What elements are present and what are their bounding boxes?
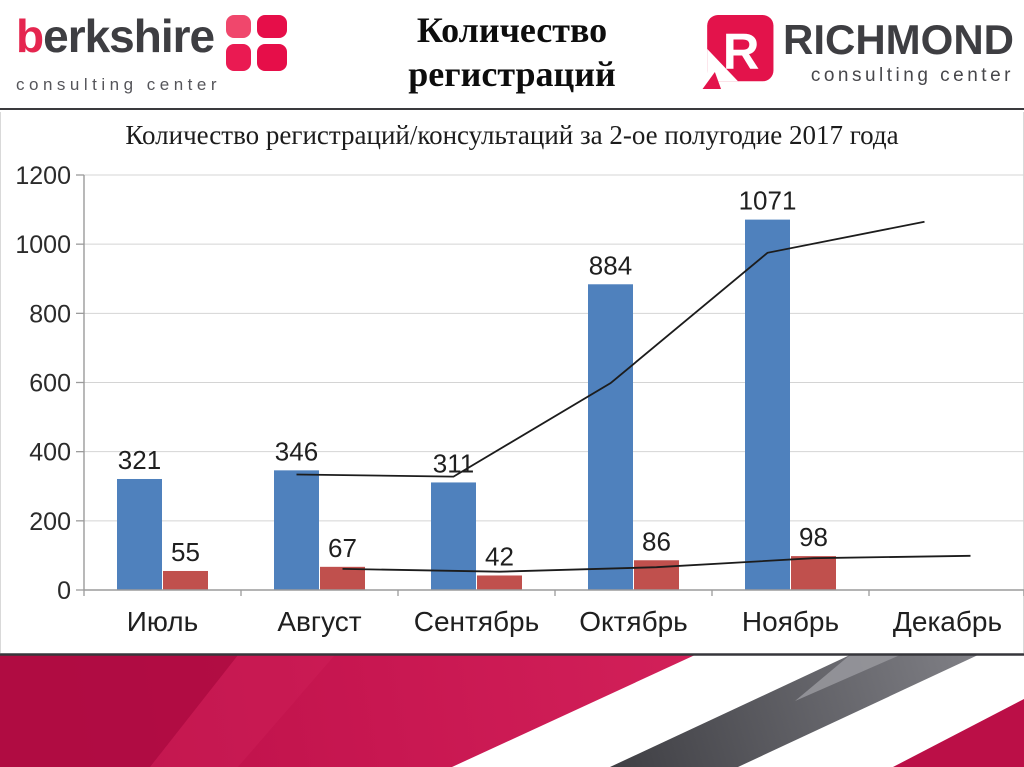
bar-consultations-bars-Июль [163, 570, 208, 590]
y-tick-label: 1000 [15, 231, 71, 259]
bar-label: 311 [433, 448, 474, 478]
footer-decoration [0, 653, 1024, 767]
bar-label: 321 [118, 445, 161, 475]
bars [117, 219, 836, 591]
y-tick-label: 800 [29, 300, 71, 328]
richmond-wordmark: RICHMOND [783, 16, 1014, 63]
bar-registrations-bars-Август [274, 470, 319, 590]
x-axis-labels: Июль Август Сентябрь Октябрь Ноябрь Декабрь [127, 606, 1002, 637]
bar-registrations-bars-Июль [117, 478, 162, 590]
axes [83, 175, 1024, 596]
month-label: Октябрь [579, 606, 688, 637]
y-tick-label: 600 [29, 370, 71, 398]
richmond-logo: R RICHMOND consulting center [701, 8, 1014, 96]
bar-consultations-bars-Ноябрь [791, 556, 836, 590]
chart-title: Количество регистраций/консультаций за 2… [125, 120, 899, 150]
plus-block-4 [257, 44, 288, 71]
bar-label: 1071 [739, 186, 797, 216]
trend-line-lower [342, 554, 971, 573]
y-tick-label: 400 [29, 439, 71, 467]
bar-label: 86 [642, 526, 671, 556]
slide-title-line2: регистраций [408, 54, 616, 94]
bar-consultations-bars-Октябрь [634, 560, 679, 590]
slide-title-line1: Количество [416, 10, 608, 50]
slide-header: berkshire consulting center Количество р… [0, 0, 1024, 110]
plus-block-2 [257, 15, 288, 38]
richmond-subtitle: consulting center [810, 65, 1014, 86]
bar-registrations-bars-Октябрь [588, 284, 633, 590]
month-label: Август [277, 606, 361, 637]
slide-title: Количество регистраций [340, 8, 684, 96]
bar-label: 884 [589, 250, 632, 280]
plus-block-3 [226, 44, 252, 71]
bar-label: 67 [328, 533, 357, 563]
svg-text:R: R [723, 23, 760, 80]
y-axis-labels: 0 200 400 600 800 1000 1200 [15, 162, 71, 605]
bar-label: 55 [171, 537, 200, 567]
data-labels: 321 346 311 884 1071 55 67 42 86 98 [118, 186, 828, 572]
berkshire-logo: berkshire consulting center [16, 10, 288, 95]
berkshire-plus-icon [226, 15, 288, 71]
month-label: Июль [127, 606, 198, 637]
bar-label: 346 [275, 436, 318, 466]
y-tick-label: 0 [57, 577, 71, 605]
berkshire-initial: b [16, 10, 44, 62]
trend-line-upper [296, 220, 925, 478]
footer-stripes [0, 653, 1024, 767]
bar-consultations-bars-Сентябрь [477, 575, 522, 590]
richmond-r-icon: R [702, 15, 774, 89]
month-label: Декабрь [893, 606, 1002, 637]
plus-block-1 [226, 15, 252, 38]
axis-ticks [76, 174, 84, 591]
month-label: Ноябрь [742, 606, 839, 637]
y-tick-label: 200 [29, 508, 71, 536]
bar-consultations-bars-Август [320, 566, 365, 590]
bar-label: 98 [799, 522, 828, 552]
chart-section: Количество регистраций/консультаций за 2… [0, 112, 1024, 653]
month-label: Сентябрь [414, 606, 539, 637]
berkshire-wordmark: berkshire [16, 10, 215, 62]
y-tick-label: 1200 [15, 162, 71, 190]
berkshire-subtitle: consulting center [16, 75, 222, 94]
bar-label: 42 [485, 541, 514, 571]
berkshire-rest: erkshire [43, 10, 215, 62]
bar-registrations-bars-Сентябрь [431, 482, 476, 590]
chart-canvas: 0 200 400 600 800 1000 1200 321 346 311 884 1071 55 6… [15, 162, 1024, 637]
gridlines [84, 174, 1024, 522]
bar-registrations-bars-Ноябрь [745, 219, 790, 591]
